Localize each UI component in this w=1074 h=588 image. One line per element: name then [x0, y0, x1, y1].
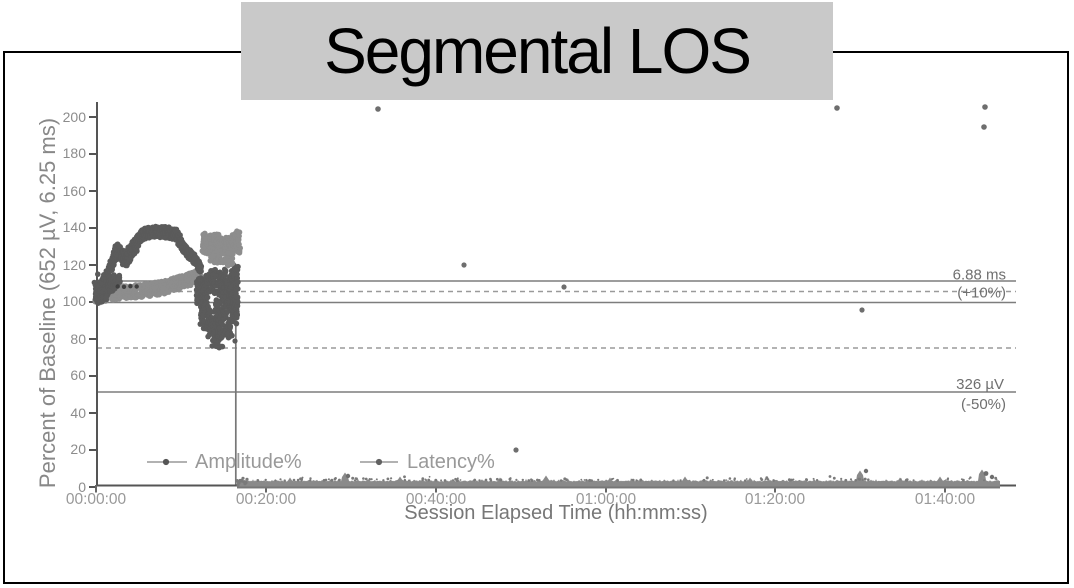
svg-text:80: 80: [70, 331, 86, 347]
svg-text:100: 100: [63, 293, 87, 309]
svg-text:Amplitude%: Amplitude%: [195, 451, 302, 473]
svg-text:Percent of Baseline (652 µV, 6: Percent of Baseline (652 µV, 6.25 ms): [35, 118, 60, 488]
svg-text:120: 120: [63, 257, 87, 273]
svg-text:(-50%): (-50%): [961, 396, 1006, 413]
svg-text:01:00:00: 01:00:00: [576, 491, 637, 508]
svg-text:180: 180: [63, 145, 87, 161]
svg-text:Latency%: Latency%: [407, 451, 495, 473]
svg-text:00:40:00: 00:40:00: [406, 491, 467, 508]
svg-text:00:20:00: 00:20:00: [236, 491, 297, 508]
svg-text:01:40:00: 01:40:00: [915, 491, 976, 508]
svg-text:Session Elapsed Time (hh:mm:ss: Session Elapsed Time (hh:mm:ss): [404, 502, 707, 524]
svg-text:326 µV: 326 µV: [956, 376, 1004, 393]
svg-text:160: 160: [63, 183, 87, 199]
svg-text:60: 60: [70, 367, 86, 383]
svg-text:6.88 ms: 6.88 ms: [953, 267, 1006, 284]
svg-text:(+10%): (+10%): [957, 285, 1006, 302]
svg-text:40: 40: [70, 405, 86, 421]
svg-text:20: 20: [70, 441, 86, 457]
svg-text:140: 140: [63, 219, 87, 235]
svg-text:200: 200: [63, 109, 87, 125]
svg-text:0: 0: [78, 479, 86, 495]
svg-text:00:00:00: 00:00:00: [66, 491, 127, 508]
svg-text:01:20:00: 01:20:00: [745, 491, 806, 508]
